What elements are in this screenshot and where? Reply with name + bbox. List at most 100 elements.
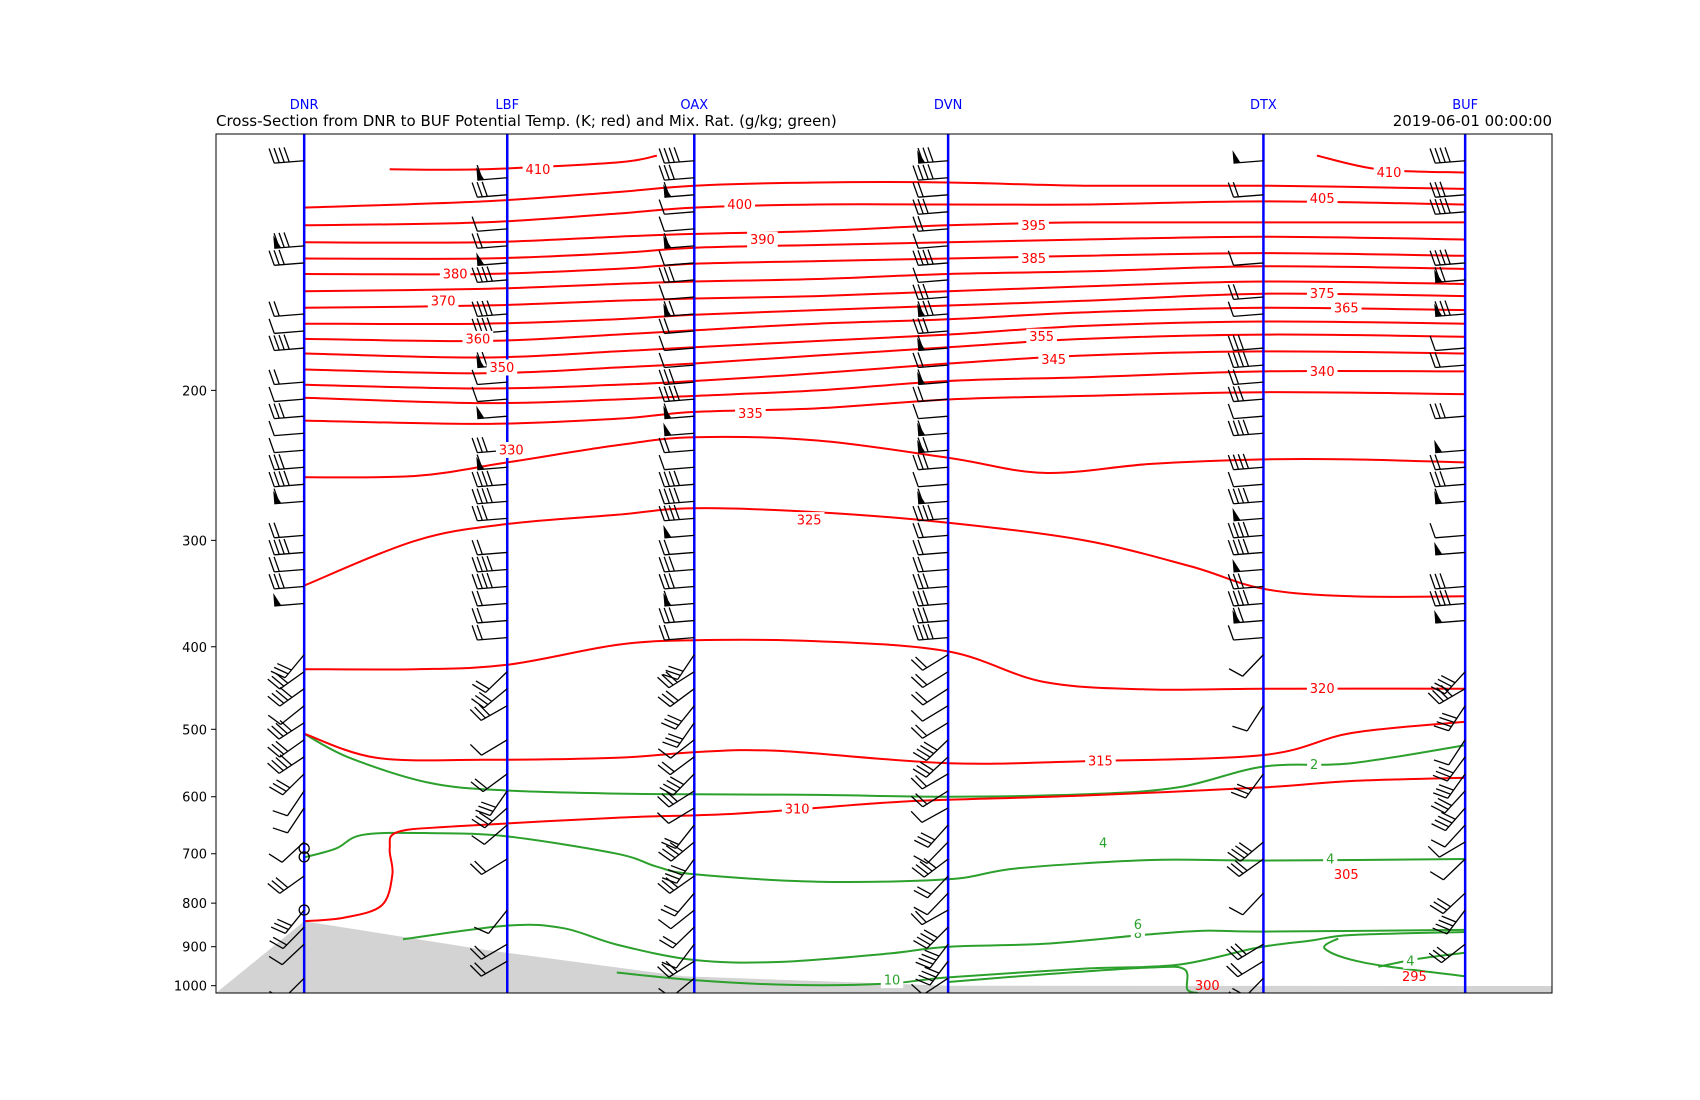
potential-temperature-contour	[303, 720, 1466, 765]
wind-barb	[1227, 471, 1264, 488]
wind-barb	[1433, 705, 1466, 732]
wind-barb	[658, 284, 695, 301]
label-halo	[462, 330, 494, 347]
wind-barb	[658, 470, 695, 488]
station-label-dtx: DTX	[1250, 98, 1277, 113]
contour-label-text: 10	[884, 974, 901, 989]
wind-barb	[663, 422, 695, 437]
y-tick-label: 400	[182, 641, 207, 656]
potential-temperature-contour	[304, 320, 1466, 359]
label-halo	[781, 800, 813, 817]
wind-barb	[658, 250, 695, 266]
contour-label-text: 365	[1334, 301, 1359, 316]
contour-label-text: 375	[1310, 287, 1335, 302]
wind-barb	[912, 739, 949, 762]
station-label-dnr: DNR	[290, 98, 319, 113]
wind-barb	[657, 756, 695, 776]
wind-barb	[913, 824, 949, 848]
wind-barb	[1227, 181, 1264, 198]
wind-barb	[658, 607, 695, 624]
label-halo	[1307, 756, 1322, 773]
wind-barb	[911, 977, 949, 993]
potential-temperature-contour	[304, 235, 1466, 260]
label-halo	[1403, 952, 1418, 969]
label-halo	[486, 359, 518, 376]
wind-barb	[272, 807, 305, 834]
wind-barb	[912, 283, 949, 301]
wind-barb	[912, 590, 949, 607]
wind-barb	[270, 654, 305, 679]
contour-label-text: 330	[499, 444, 524, 459]
contour-label: 6	[1130, 916, 1145, 933]
potential-temperature-contour	[304, 265, 1466, 293]
contour-label: 375	[1306, 285, 1338, 302]
label-halo	[1130, 916, 1145, 933]
wind-barb	[273, 232, 305, 249]
potential-temperature-contour	[304, 638, 1466, 691]
wind-barb	[471, 539, 508, 556]
wind-barb	[268, 147, 305, 164]
wind-barb	[1434, 266, 1466, 283]
wind-barb	[471, 807, 508, 829]
wind-barbs	[267, 147, 1466, 993]
label-halo	[1085, 753, 1116, 770]
y-axis: 1000 900 800 700 600 500 400 300 200	[174, 384, 216, 995]
wind-barb	[658, 573, 695, 590]
wind-barb	[1227, 250, 1264, 266]
wind-barb	[268, 470, 305, 488]
wind-barb	[913, 892, 949, 916]
wind-barb	[469, 960, 508, 977]
wind-barb	[659, 773, 695, 796]
wind-barb	[471, 671, 508, 693]
contour-label: 365	[1330, 299, 1362, 316]
wind-barb	[1227, 573, 1264, 590]
y-tick-label: 1000	[174, 980, 207, 995]
wind-barb	[657, 875, 695, 894]
wind-barb	[658, 841, 695, 862]
wind-barb	[661, 858, 695, 884]
wind-barb	[1429, 147, 1466, 164]
contour-label-text: 4	[1406, 954, 1414, 969]
wind-barb	[268, 538, 305, 556]
wind-barb	[268, 841, 305, 863]
wind-barb	[658, 266, 695, 283]
contour-label: 385	[1018, 250, 1049, 267]
wind-barb	[663, 590, 695, 607]
contour-label: 305	[1330, 866, 1362, 883]
wind-barb	[1227, 284, 1264, 301]
wind-barb	[471, 216, 508, 232]
wind-barb	[1431, 807, 1466, 832]
wind-barb	[910, 807, 949, 824]
calm-wind-ring	[298, 842, 310, 855]
wind-barb	[656, 807, 695, 824]
potential-temperature-contour	[304, 391, 1466, 425]
contour-label-text: 345	[1041, 353, 1066, 368]
wind-barb	[470, 773, 508, 793]
wind-barb	[269, 926, 305, 950]
wind-barb	[663, 233, 695, 249]
wind-barb	[267, 671, 305, 690]
wind-barb	[657, 688, 695, 708]
wind-barb	[658, 385, 695, 403]
wind-barb	[663, 300, 695, 318]
wind-barb	[1227, 521, 1264, 539]
wind-barb	[1227, 453, 1264, 471]
label-halo	[793, 512, 825, 529]
label-halo	[880, 972, 904, 989]
contour-label-text: 300	[1195, 979, 1220, 994]
wind-barb	[658, 539, 695, 556]
y-tick-label: 700	[182, 848, 207, 863]
label-halo	[747, 231, 778, 248]
wind-barb	[1228, 892, 1264, 916]
wind-barb	[267, 705, 305, 725]
wind-barb	[1429, 181, 1466, 198]
mixing-ratio-contour	[616, 931, 1466, 987]
label-halo	[522, 161, 554, 178]
contour-label: 4	[1096, 835, 1111, 852]
wind-barb	[471, 572, 508, 590]
wind-barb	[471, 386, 508, 403]
wind-barb	[912, 522, 949, 539]
wind-barb	[917, 147, 949, 164]
wind-barb	[917, 488, 949, 505]
